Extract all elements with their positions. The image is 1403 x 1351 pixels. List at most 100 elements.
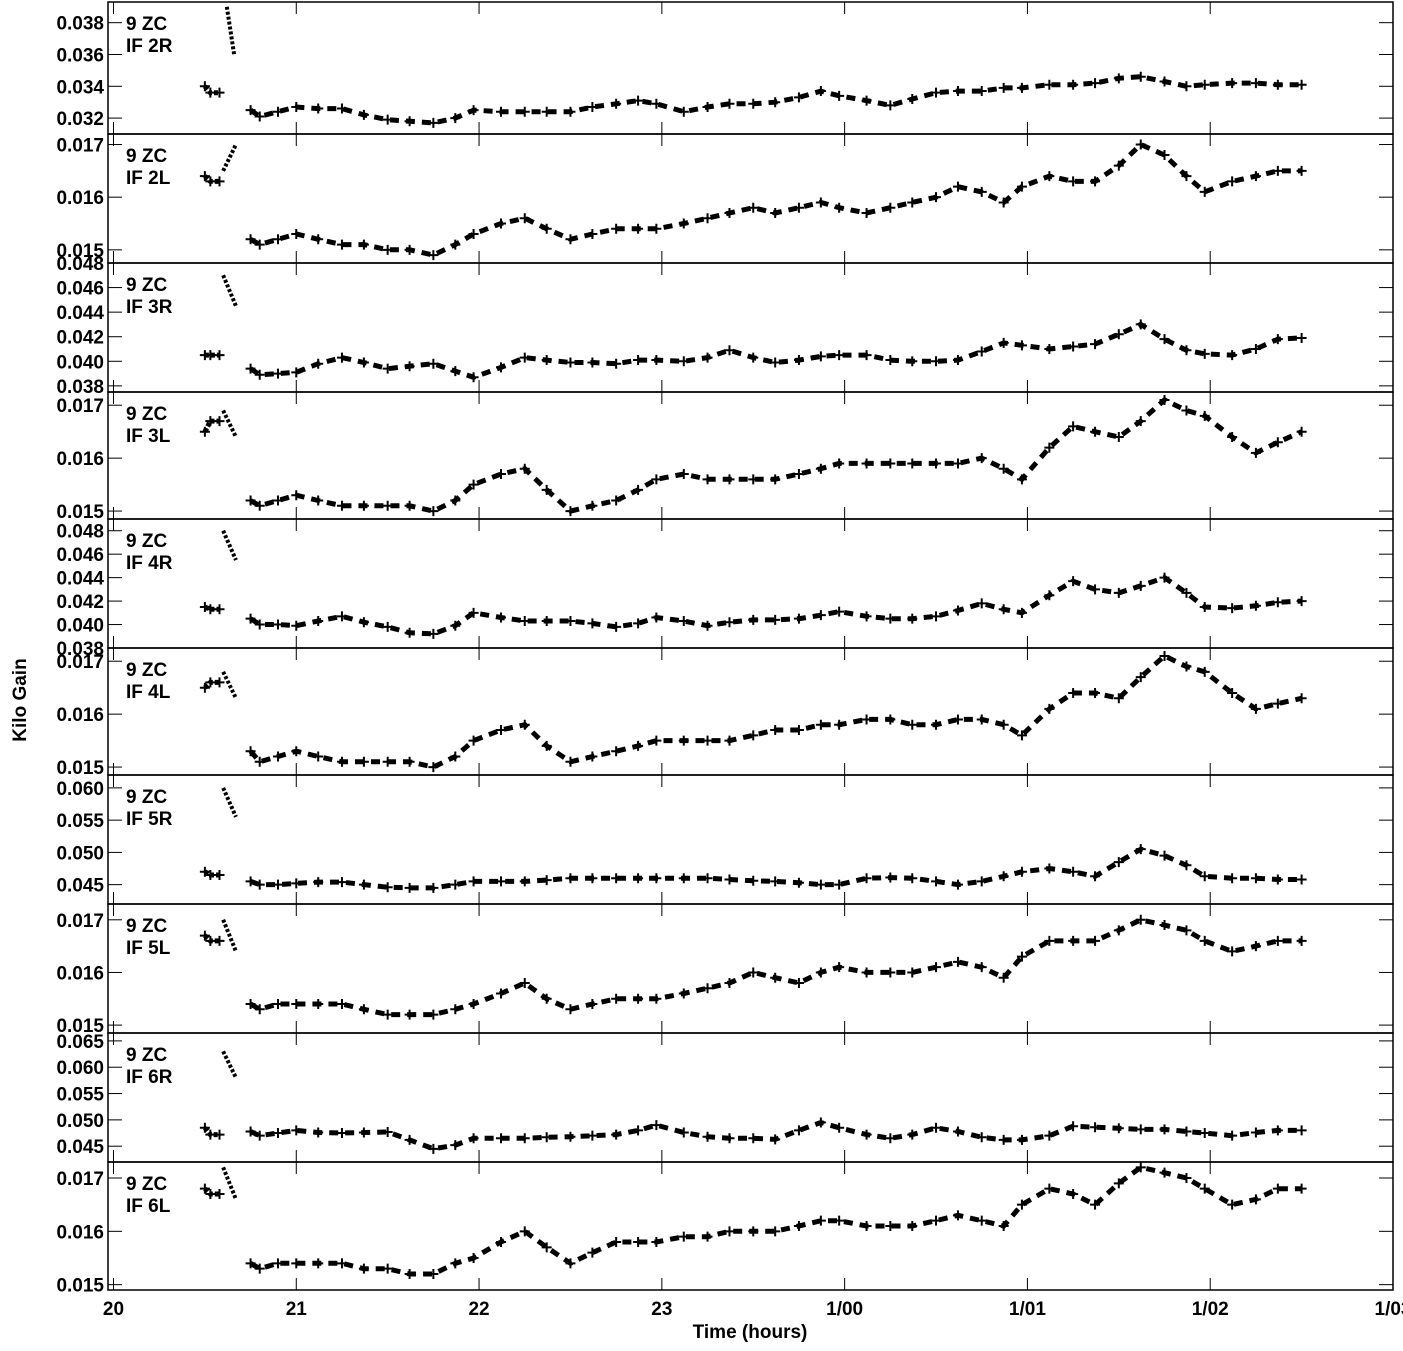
data-point — [358, 756, 369, 767]
data-point — [1135, 319, 1146, 330]
data-point — [450, 879, 461, 890]
data-point — [214, 677, 225, 688]
data-point — [1044, 590, 1055, 601]
data-point — [1135, 914, 1146, 925]
data-point — [678, 1127, 689, 1138]
data-point — [885, 1221, 896, 1231]
data-point — [793, 202, 804, 213]
data-point — [976, 453, 987, 464]
y-tick-label: 0.048 — [56, 254, 104, 275]
data-point — [272, 619, 283, 630]
data-point — [1044, 935, 1055, 946]
data-point — [199, 171, 210, 182]
data-point — [199, 682, 210, 693]
data-point — [587, 500, 598, 511]
data-point — [541, 355, 552, 366]
data-point — [651, 223, 662, 234]
y-tick-label: 0.038 — [56, 377, 104, 398]
panel-channel-label: IF 4L — [126, 682, 171, 703]
data-point — [1090, 1199, 1101, 1210]
data-point — [748, 202, 759, 213]
data-point — [724, 345, 735, 356]
data-point — [702, 352, 713, 363]
data-point — [1199, 871, 1210, 882]
data-point — [931, 1215, 942, 1226]
data-point — [678, 616, 689, 627]
data-point — [428, 762, 439, 773]
data-point — [199, 601, 210, 612]
data-point — [651, 993, 662, 1004]
x-tick-label: 20 — [103, 1299, 124, 1320]
data-point — [468, 105, 479, 116]
data-point — [815, 1215, 826, 1226]
data-point — [199, 866, 210, 877]
data-point — [495, 612, 506, 623]
data-point — [205, 604, 216, 615]
panel-frame — [107, 518, 1394, 649]
data-point — [358, 1127, 369, 1138]
data-point — [952, 956, 963, 967]
data-point — [702, 213, 713, 224]
data-point — [1068, 421, 1079, 432]
x-tick-label: 1/01 — [1009, 1299, 1046, 1320]
panel-source-label: 9 ZC — [126, 1174, 167, 1195]
y-tick-label: 0.065 — [56, 1032, 104, 1053]
data-point — [1250, 600, 1261, 611]
data-point — [495, 988, 506, 999]
panel-data — [199, 529, 1307, 639]
data-point — [565, 616, 576, 627]
y-tick-label: 0.045 — [56, 1137, 104, 1158]
data-point — [313, 495, 324, 506]
data-point — [565, 357, 576, 368]
x-tick-label: 21 — [286, 1299, 308, 1320]
data-point — [861, 1221, 872, 1231]
data-point — [214, 176, 225, 187]
data-point — [382, 1009, 393, 1020]
data-point — [633, 1125, 644, 1136]
data-point — [1090, 78, 1101, 89]
data-point — [952, 879, 963, 890]
y-tick-label: 0.015 — [56, 1016, 104, 1037]
data-point — [1250, 78, 1261, 89]
data-point — [541, 106, 552, 117]
data-point — [1135, 1162, 1146, 1173]
data-point — [931, 1122, 942, 1133]
data-point — [834, 606, 845, 617]
data-point — [998, 1134, 1009, 1145]
data-point — [450, 366, 461, 377]
data-point — [678, 873, 689, 884]
data-point — [1227, 946, 1238, 957]
data-point — [450, 113, 461, 124]
data-point — [1159, 920, 1170, 931]
data-point — [519, 352, 530, 363]
data-point — [468, 735, 479, 746]
data-point — [976, 346, 987, 357]
data-point — [834, 879, 845, 890]
y-tick-label: 0.050 — [56, 843, 104, 864]
data-point — [382, 1126, 393, 1137]
data-point — [1272, 597, 1283, 608]
data-point — [245, 234, 256, 245]
data-point — [1068, 866, 1079, 877]
data-point — [1199, 1183, 1210, 1194]
data-point — [1159, 334, 1170, 345]
data-point — [254, 619, 265, 630]
data-point — [495, 1237, 506, 1247]
data-point — [205, 935, 216, 946]
data-point — [199, 930, 210, 941]
steep-segment — [221, 409, 238, 438]
data-point — [611, 358, 622, 369]
data-point — [587, 1130, 598, 1141]
data-point — [1181, 171, 1192, 182]
data-point — [931, 356, 942, 367]
data-point — [748, 875, 759, 886]
data-point — [313, 1258, 324, 1269]
data-point — [1068, 1121, 1079, 1132]
data-point — [404, 1269, 415, 1279]
panel-channel-label: IF 3R — [126, 297, 173, 318]
y-tick-label: 0.017 — [56, 652, 104, 673]
steep-segment — [221, 919, 238, 953]
data-point — [428, 1143, 439, 1154]
data-point — [702, 1131, 713, 1142]
